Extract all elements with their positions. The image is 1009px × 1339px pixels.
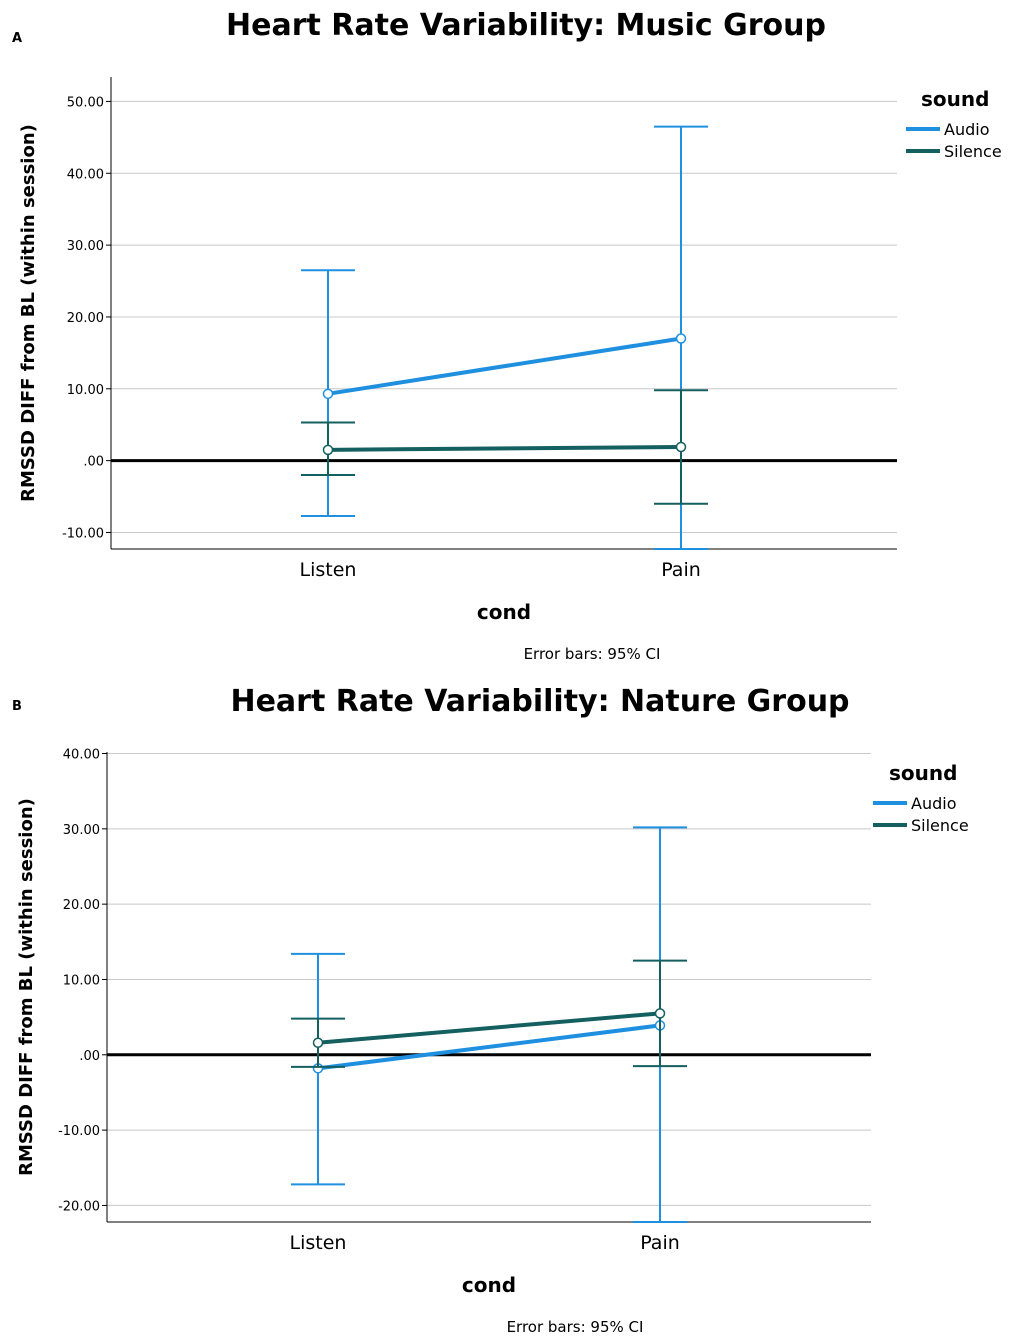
y-tick-label: .00 xyxy=(83,455,104,470)
y-tick-label: -20.00 xyxy=(58,1199,100,1214)
legend-label-audio: Audio xyxy=(911,794,956,813)
data-point-audio xyxy=(322,388,334,400)
y-axis-title: RMSSD DIFF from BL (within session) xyxy=(16,798,37,1176)
y-axis-title: RMSSD DIFF from BL (within session) xyxy=(18,124,39,502)
x-tick-label: Listen xyxy=(300,559,357,581)
error-bars-note: Error bars: 95% CI xyxy=(507,1318,644,1336)
panel-letter: A xyxy=(12,31,22,46)
x-tick-label: Pain xyxy=(640,1232,680,1254)
series-line-audio xyxy=(317,1023,661,1071)
y-tick-label: 50.00 xyxy=(67,95,104,110)
series-line-silence xyxy=(327,444,682,452)
data-point-audio xyxy=(675,333,687,344)
y-tick-label: -10.00 xyxy=(62,526,104,541)
x-tick-label: Pain xyxy=(661,559,701,581)
y-tick-label: 40.00 xyxy=(67,167,104,182)
legend-title: sound xyxy=(889,761,957,785)
legend: sound Audio Silence xyxy=(873,761,969,835)
chart-title: Heart Rate Variability: Music Group xyxy=(226,8,826,43)
data-point-silence xyxy=(654,1008,666,1019)
x-tick-label: Listen xyxy=(290,1232,347,1254)
data-point-silence xyxy=(322,444,334,456)
error-bars-note: Error bars: 95% CI xyxy=(524,645,661,663)
chart-panel-a: A Heart Rate Variability: Music Group -10.… xyxy=(12,8,1002,663)
legend-label-silence: Silence xyxy=(944,142,1002,161)
y-tick-label: 30.00 xyxy=(67,239,104,254)
data-point-silence xyxy=(312,1037,324,1048)
x-axis-title: cond xyxy=(477,600,531,624)
series-audio xyxy=(291,826,687,1223)
y-tick-label: 10.00 xyxy=(63,973,100,988)
legend: sound Audio Silence xyxy=(906,87,1002,161)
series-audio xyxy=(301,125,708,550)
y-tick-label: -10.00 xyxy=(58,1124,100,1139)
legend-label-audio: Audio xyxy=(944,120,989,139)
y-tick-label: 20.00 xyxy=(67,311,104,326)
chart-title: Heart Rate Variability: Nature Group xyxy=(230,684,849,719)
legend-title: sound xyxy=(921,87,989,111)
x-axis-title: cond xyxy=(462,1273,516,1297)
panel-letter: B xyxy=(12,699,22,714)
series-line-audio xyxy=(327,336,682,396)
chart-panel-b: B Heart Rate Variability: Nature Group -20… xyxy=(12,684,969,1336)
y-tick-label: 10.00 xyxy=(67,383,104,398)
y-tick-label: 30.00 xyxy=(63,823,100,838)
series-silence xyxy=(291,959,687,1068)
legend-label-silence: Silence xyxy=(911,816,969,835)
series-silence xyxy=(301,389,708,505)
data-point-silence xyxy=(675,441,687,453)
y-tick-label: 40.00 xyxy=(63,748,100,763)
y-tick-label: .00 xyxy=(79,1049,100,1064)
series-line-silence xyxy=(317,1011,661,1045)
y-tick-label: 20.00 xyxy=(63,898,100,913)
